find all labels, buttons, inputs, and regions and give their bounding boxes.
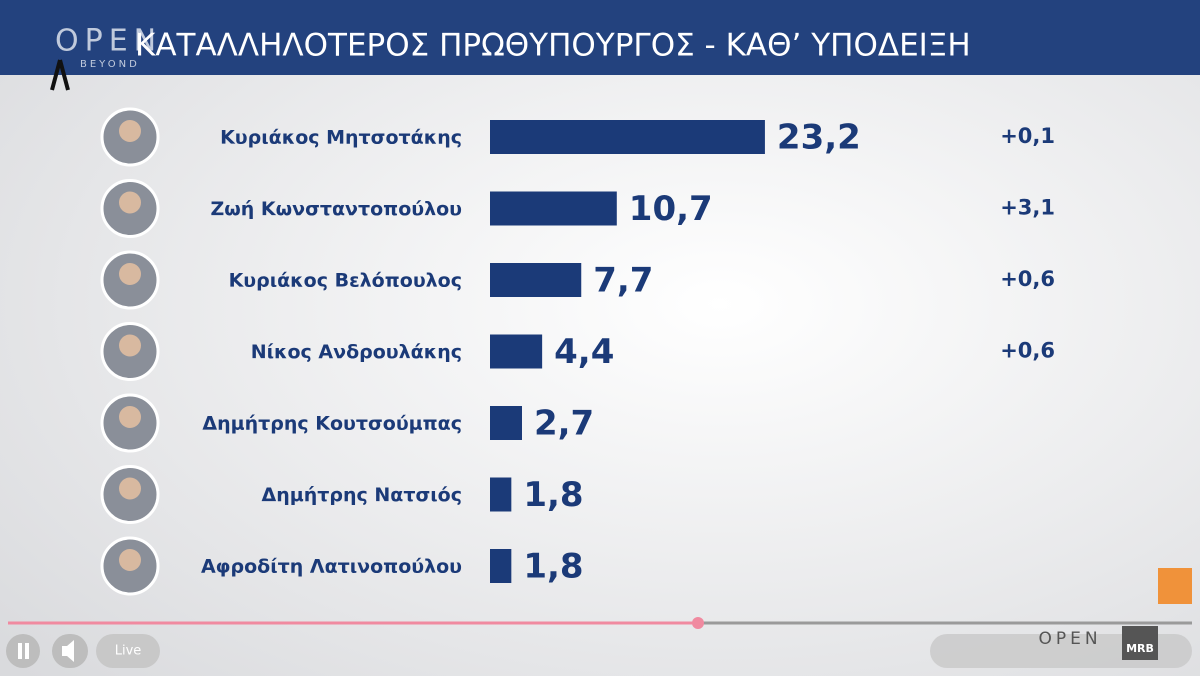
change-label: +0,6 <box>1000 339 1055 363</box>
candidate-name: Δημήτρης Κουτσούμπας <box>202 413 462 435</box>
live-label: Live <box>115 644 142 659</box>
channel-badge <box>1158 568 1192 604</box>
value-label: 2,7 <box>534 404 594 444</box>
mrb-logo: MRB <box>1126 642 1154 655</box>
candidate-name: Αφροδίτη Λατινοπούλου <box>201 556 462 578</box>
avatar-head <box>119 191 141 214</box>
change-label: +0,6 <box>1000 267 1055 291</box>
bar <box>490 120 765 154</box>
header-bar <box>0 0 1200 75</box>
mrb-box <box>1122 626 1158 660</box>
avatar-head <box>119 406 141 428</box>
bar <box>490 263 582 297</box>
avatar-head <box>119 120 141 142</box>
value-label: 23,2 <box>777 118 861 158</box>
change-label: +3,1 <box>1000 196 1055 220</box>
candidate-name: Ζωή Κωνσταντοπούλου <box>210 198 462 220</box>
change-label: +0,1 <box>1000 124 1055 148</box>
ribbon <box>50 59 70 91</box>
live-button[interactable] <box>96 634 160 668</box>
value-label: 4,4 <box>554 332 614 372</box>
bar <box>490 334 543 369</box>
bar <box>490 477 512 512</box>
candidate-name: Νίκος Ανδρουλάκης <box>251 341 462 363</box>
bottom-logo: OPEN <box>1038 629 1101 649</box>
bar <box>490 406 522 440</box>
pause-icon <box>18 643 22 659</box>
value-label: 10,7 <box>629 189 713 229</box>
avatar-head <box>119 334 141 357</box>
avatar-head <box>119 477 141 500</box>
value-label: 7,7 <box>593 261 653 301</box>
progress-handle[interactable] <box>692 617 704 629</box>
candidate-name: Δημήτρης Νατσιός <box>262 484 462 506</box>
candidate-name: Κυριάκος Βελόπουλος <box>229 270 462 292</box>
logo-sub: BEYOND <box>80 59 140 70</box>
logo: OPEN <box>55 24 162 59</box>
pause-button[interactable] <box>6 634 40 668</box>
avatar-head <box>119 263 141 285</box>
candidate-name: Κυριάκος Μητσοτάκης <box>220 127 462 149</box>
bar <box>490 549 512 583</box>
pause-icon <box>25 643 29 659</box>
value-label: 1,8 <box>523 475 583 515</box>
value-label: 1,8 <box>523 547 583 587</box>
bar <box>490 191 617 226</box>
volume-icon <box>62 640 74 662</box>
chart-title: ΚΑΤΑΛΛΗΛΟΤΕΡΟΣ ΠΡΩΘΥΠΟΥΡΓΟΣ - ΚΑΘ’ ΥΠΟΔΕ… <box>135 28 971 64</box>
avatar-head <box>119 549 141 571</box>
